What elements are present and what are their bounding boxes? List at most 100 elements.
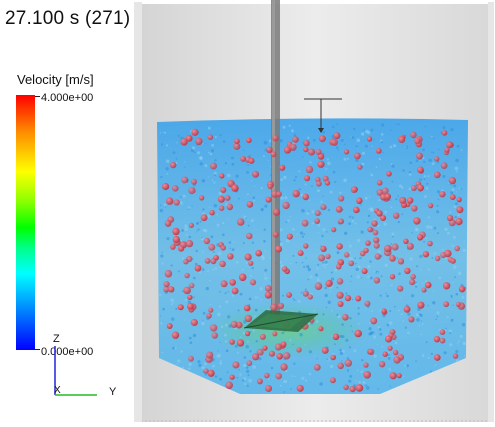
legend-max-label: 4.000e+00 <box>41 92 94 104</box>
particle <box>200 214 208 222</box>
particle <box>272 331 278 337</box>
particle <box>338 218 345 225</box>
particle <box>282 201 290 210</box>
particle <box>203 368 209 374</box>
particle <box>336 278 344 285</box>
axis-triad <box>54 346 97 396</box>
particle <box>331 139 338 146</box>
particle <box>303 243 309 249</box>
particle <box>268 350 275 357</box>
particle <box>408 316 415 323</box>
particle <box>384 335 393 343</box>
particle <box>411 205 418 212</box>
particle <box>252 353 260 361</box>
particle <box>208 243 216 251</box>
particle <box>164 220 172 227</box>
particle <box>272 231 279 238</box>
particle <box>321 346 329 354</box>
particle <box>324 180 331 186</box>
particle <box>367 348 375 355</box>
particle <box>267 183 273 190</box>
impeller-blades <box>243 310 319 332</box>
particle <box>446 141 453 149</box>
particle <box>366 136 373 142</box>
particle <box>303 140 310 147</box>
particle <box>409 279 416 286</box>
particle <box>367 226 374 233</box>
particle <box>325 253 331 260</box>
particle <box>244 330 251 337</box>
particle <box>376 210 383 217</box>
particle <box>382 351 388 357</box>
particle <box>236 218 245 226</box>
particle <box>416 152 423 160</box>
particle <box>264 372 270 379</box>
particle <box>330 354 337 361</box>
particle <box>416 234 424 241</box>
particle <box>279 164 286 171</box>
particle <box>458 286 466 293</box>
particle <box>240 156 247 162</box>
particle <box>195 137 203 146</box>
particle <box>353 206 360 214</box>
particle <box>225 381 233 390</box>
particle <box>389 255 396 262</box>
particle <box>264 291 272 299</box>
particle <box>384 193 392 200</box>
particle <box>226 203 234 211</box>
particle <box>443 301 450 308</box>
particle <box>403 306 411 313</box>
particle <box>302 290 309 297</box>
particle <box>337 301 344 307</box>
particle <box>407 197 414 204</box>
particle <box>259 333 266 340</box>
particle <box>177 304 184 311</box>
particle <box>320 204 327 211</box>
particle <box>391 243 399 251</box>
particle <box>427 240 433 247</box>
particle <box>304 175 311 182</box>
particle <box>270 151 277 158</box>
particle <box>325 280 333 288</box>
particle <box>233 142 241 150</box>
z-axis-label: Z <box>53 333 60 345</box>
particle <box>373 277 381 284</box>
particle <box>441 130 448 136</box>
tank-right-edge <box>488 2 494 422</box>
particle <box>172 227 180 236</box>
particle <box>292 189 300 198</box>
particle <box>249 279 257 286</box>
particle <box>410 185 417 191</box>
particle <box>439 329 446 335</box>
particle <box>439 337 446 344</box>
particle <box>246 360 253 367</box>
particle <box>207 134 214 140</box>
particle <box>316 180 322 187</box>
particle <box>342 314 349 321</box>
particle <box>372 229 379 236</box>
particle <box>206 351 214 359</box>
particle <box>297 250 304 256</box>
particle <box>446 214 454 222</box>
particle <box>314 218 321 224</box>
particle <box>329 377 336 384</box>
particle <box>229 339 235 345</box>
particle <box>209 210 215 216</box>
particle <box>397 258 405 265</box>
fluid-body <box>157 118 468 395</box>
particle <box>188 222 194 228</box>
particle <box>336 291 344 299</box>
particle <box>354 152 361 160</box>
particle <box>363 247 369 254</box>
particle <box>403 238 409 245</box>
particle <box>421 287 427 293</box>
particle <box>428 203 434 209</box>
particle <box>410 273 416 280</box>
particle <box>303 146 309 153</box>
particle <box>350 186 358 194</box>
particle <box>414 137 421 145</box>
particle <box>456 206 464 214</box>
particle <box>376 189 384 196</box>
particle <box>433 171 441 179</box>
